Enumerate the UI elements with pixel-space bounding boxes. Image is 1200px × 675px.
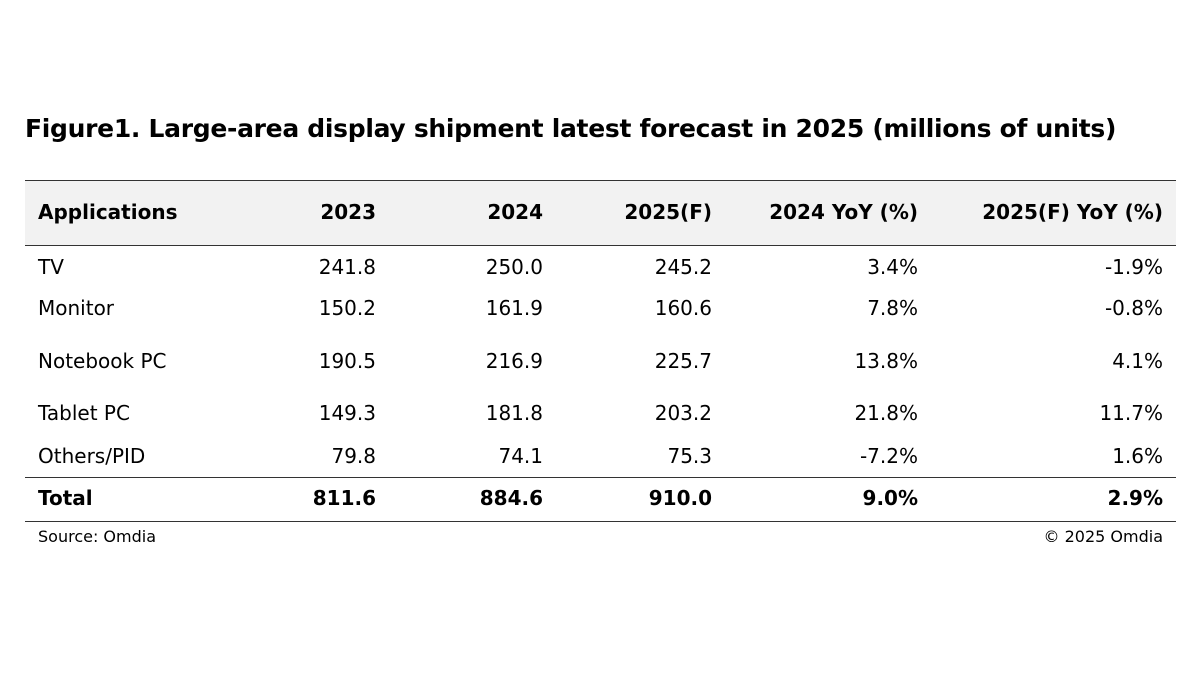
cell: 75.3: [667, 444, 712, 468]
rule: [25, 521, 1176, 522]
cell: Others/PID: [38, 444, 146, 468]
source: Source: Omdia: [38, 527, 157, 546]
header-background: [25, 180, 1176, 245]
cell: Tablet PC: [38, 401, 130, 425]
cell: 74.1: [498, 444, 543, 468]
title: Figure1. Large-area display shipment lat…: [25, 114, 1117, 143]
cell: Monitor: [38, 296, 115, 320]
rule: [25, 180, 1176, 181]
rule: [25, 477, 1176, 478]
cell: 21.8%: [854, 401, 918, 425]
cell: TV: [38, 255, 64, 279]
cell: 160.6: [654, 296, 712, 320]
cell: -0.8%: [1104, 296, 1163, 320]
cell: 190.5: [318, 349, 376, 373]
cell: Notebook PC: [38, 349, 167, 373]
cell: 11.7%: [1099, 401, 1163, 425]
cell: 225.7: [654, 349, 712, 373]
header-cell: 2024 YoY (%): [769, 200, 918, 224]
cell: 79.8: [331, 444, 376, 468]
header-cell: 2025(F) YoY (%): [982, 200, 1163, 224]
cell: 149.3: [318, 401, 376, 425]
header-cell: 2025(F): [624, 200, 712, 224]
copyright: © 2025 Omdia: [1043, 527, 1163, 546]
cell: 245.2: [654, 255, 712, 279]
total-cell: 811.6: [312, 486, 376, 510]
cell: 1.6%: [1112, 444, 1163, 468]
cell: 250.0: [485, 255, 543, 279]
total-cell: 2.9%: [1107, 486, 1163, 510]
cell: 4.1%: [1112, 349, 1163, 373]
total-cell: 884.6: [479, 486, 543, 510]
cell: 161.9: [485, 296, 543, 320]
total-cell: 910.0: [648, 486, 712, 510]
cell: 13.8%: [854, 349, 918, 373]
cell: 203.2: [654, 401, 712, 425]
total-cell: Total: [38, 486, 93, 510]
rule: [25, 245, 1176, 246]
cell: 216.9: [485, 349, 543, 373]
header-cell: 2024: [487, 200, 543, 224]
cell: 3.4%: [867, 255, 918, 279]
cell: 150.2: [318, 296, 376, 320]
header-cell: Applications: [38, 200, 178, 224]
cell: -7.2%: [859, 444, 918, 468]
cell: 241.8: [318, 255, 376, 279]
cell: -1.9%: [1104, 255, 1163, 279]
cell: 7.8%: [867, 296, 918, 320]
header-cell: 2023: [320, 200, 376, 224]
cell: 181.8: [485, 401, 543, 425]
total-cell: 9.0%: [862, 486, 918, 510]
